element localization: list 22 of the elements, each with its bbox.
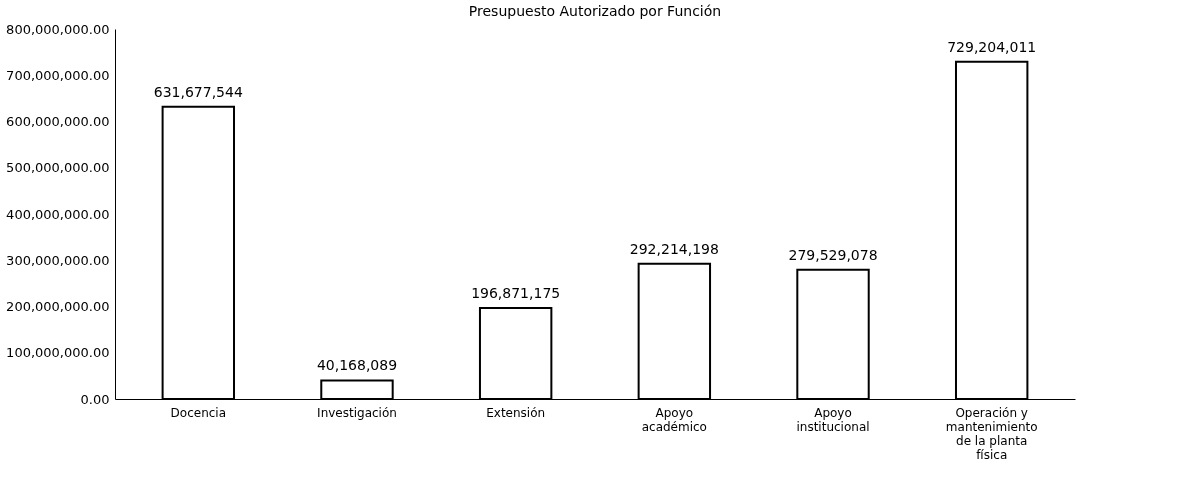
data-label: 196,871,175 [471,284,561,301]
data-label: 279,529,078 [788,246,878,263]
x-tick-label: Extensión [486,405,546,420]
x-tick-label: Operación y mantenimiento de la planta física [945,405,1038,462]
x-tick-label: Docencia [170,405,227,420]
x-tick-label: Investigación [317,405,397,420]
y-tick-label: 400,000,000.00 [6,206,110,222]
data-label: 292,214,198 [629,240,719,257]
y-tick-label: 600,000,000.00 [6,114,110,129]
y-tick-label: 500,000,000.00 [6,160,110,176]
y-tick-label: 800,000,000.00 [6,21,110,37]
y-tick-label: 100,000,000.00 [6,345,110,361]
y-tick-label: 300,000,000.00 [6,252,110,268]
data-label: 40,168,089 [316,357,398,374]
x-tick-label: Apoyo académico [641,405,707,434]
y-tick-label: 700,000,000.00 [6,67,110,83]
y-tick-label: 0.00 [80,391,110,407]
y-tick-label: 200,000,000.00 [6,299,110,314]
data-label: 729,204,011 [947,38,1037,55]
chart-title: Presupuesto Autorizado por Función [468,3,722,19]
x-tick-label: Apoyo institucional [796,405,870,434]
data-label: 631,677,544 [153,83,243,100]
